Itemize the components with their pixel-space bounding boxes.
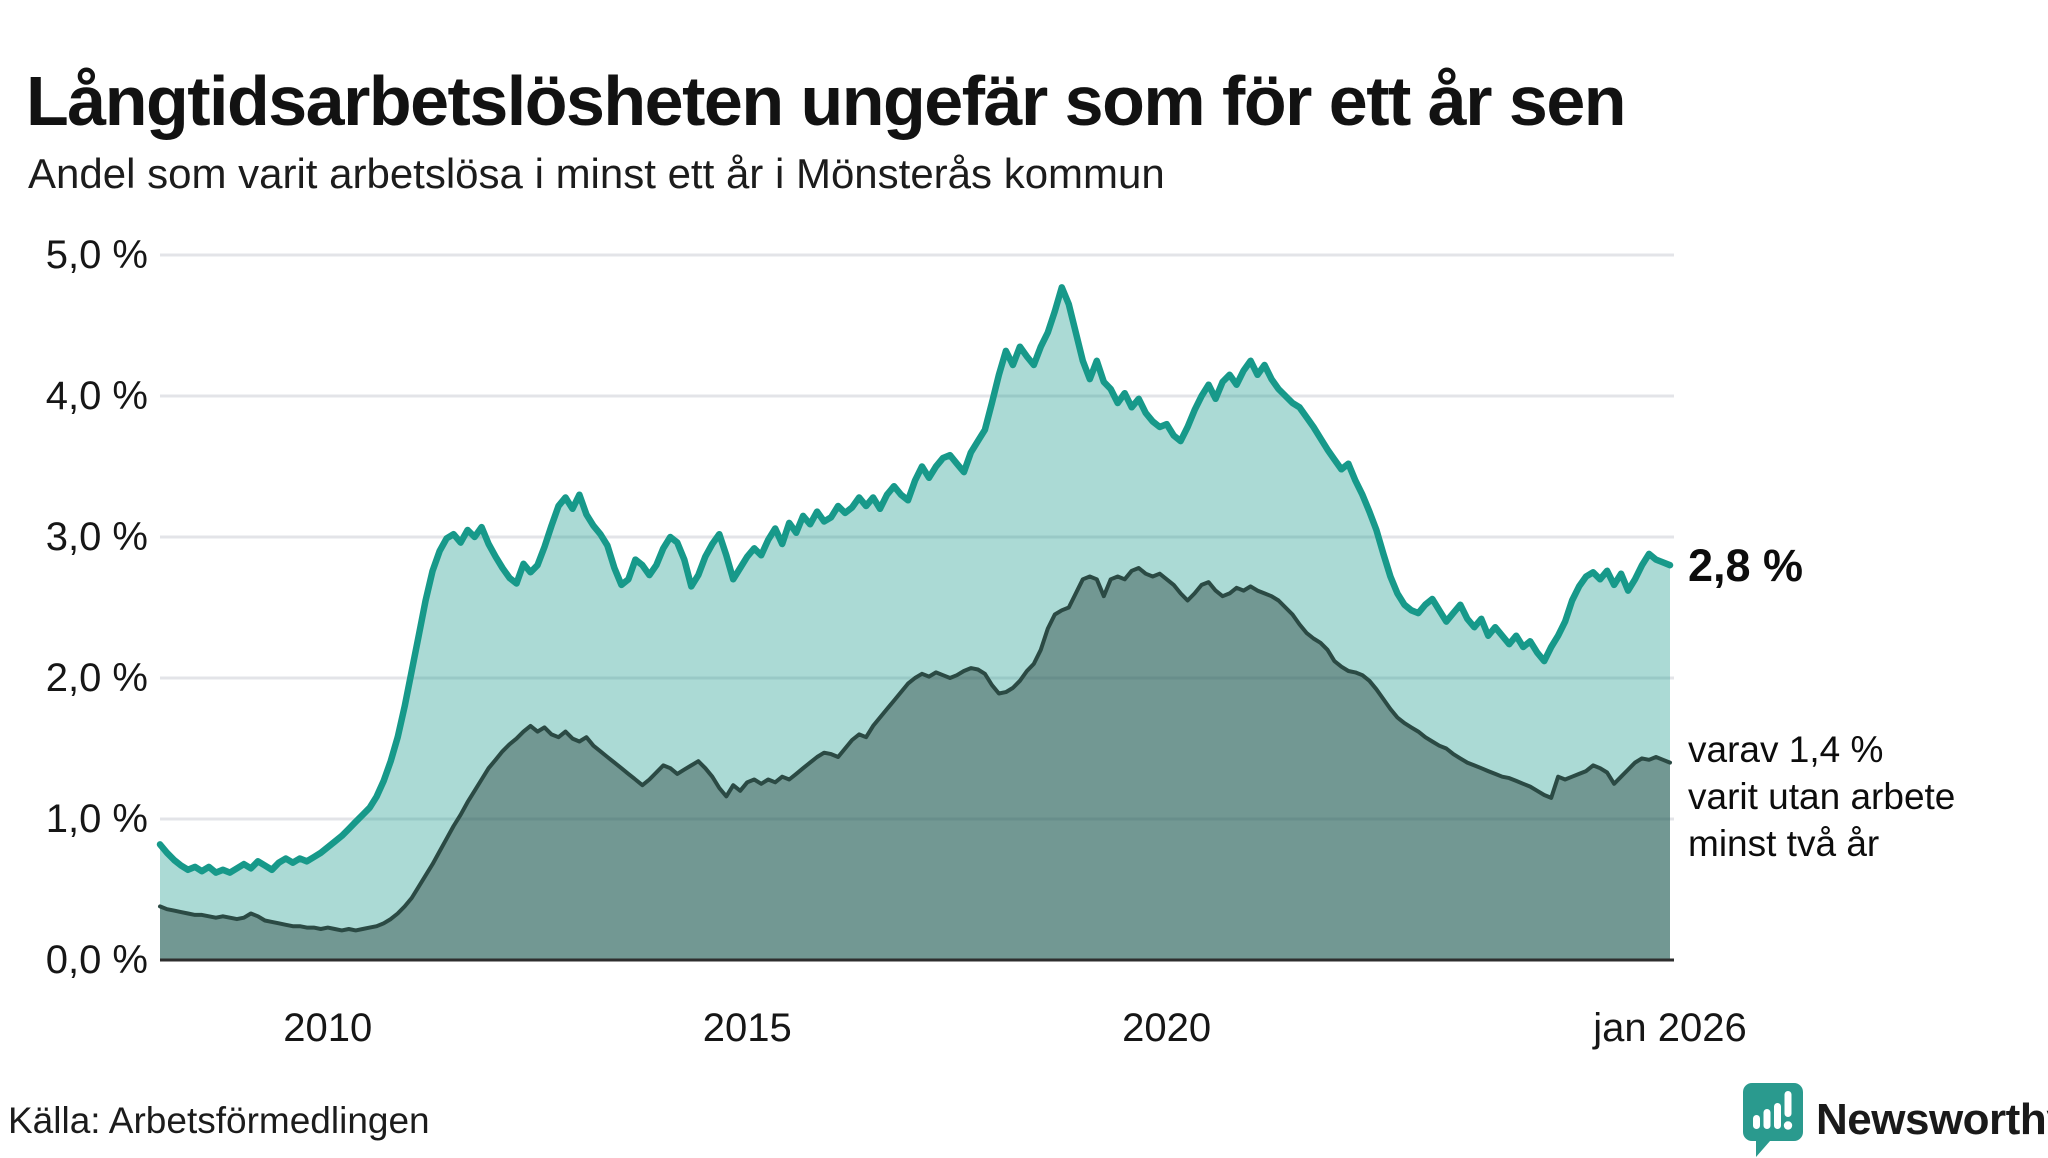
two-year-note-line: minst två år	[1688, 823, 1880, 864]
y-tick-label: 5,0 %	[45, 233, 148, 277]
x-tick-label: 2010	[283, 1006, 373, 1050]
newsworthy-chart-bubble-icon	[1743, 1083, 1803, 1157]
y-tick-label: 0,0 %	[45, 938, 148, 982]
newsworthy-logo: Newsworthy	[1742, 1083, 2048, 1157]
newsworthy-wordmark: Newsworthy	[1816, 1095, 2048, 1144]
y-tick-label: 2,0 %	[45, 656, 148, 700]
x-tick-label: 2015	[702, 1006, 792, 1050]
two-year-note-line: varit utan arbete	[1688, 776, 1956, 817]
x-tick-label: 2020	[1122, 1006, 1212, 1050]
source-caption: Källa: Arbetsförmedlingen	[8, 1100, 430, 1141]
x-tick-label: jan 2026	[1593, 1006, 1747, 1050]
y-tick-label: 3,0 %	[45, 515, 148, 559]
y-tick-label: 1,0 %	[45, 797, 148, 841]
two-year-note: varav 1,4 % varit utan arbete minst två …	[1688, 726, 1955, 867]
page-title: Långtidsarbetslösheten ungefär som för e…	[26, 61, 1627, 140]
y-tick-label: 4,0 %	[45, 374, 148, 418]
two-year-note-line: varav 1,4 %	[1688, 729, 1884, 770]
chart-subtitle: Andel som varit arbetslösa i minst ett å…	[28, 150, 1165, 197]
latest-value-label: 2,8 %	[1688, 540, 1804, 591]
